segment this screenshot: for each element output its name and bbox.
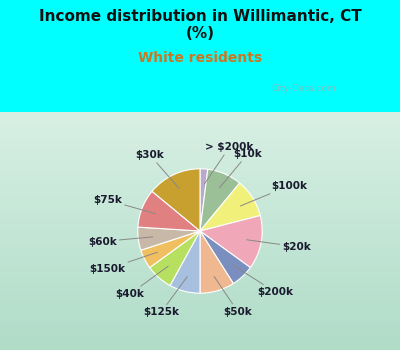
Wedge shape xyxy=(152,169,200,231)
Wedge shape xyxy=(200,231,250,284)
Wedge shape xyxy=(200,216,262,267)
Wedge shape xyxy=(170,231,200,293)
Text: > $200k: > $200k xyxy=(204,142,254,184)
Text: $100k: $100k xyxy=(240,181,307,206)
Text: Income distribution in Willimantic, CT
(%): Income distribution in Willimantic, CT (… xyxy=(39,9,361,41)
Text: White residents: White residents xyxy=(138,51,262,65)
Wedge shape xyxy=(200,169,208,231)
Wedge shape xyxy=(200,231,233,293)
Text: $200k: $200k xyxy=(233,265,294,297)
Text: $125k: $125k xyxy=(143,276,187,317)
Text: City-Data.com: City-Data.com xyxy=(272,84,337,93)
Wedge shape xyxy=(200,183,260,231)
Wedge shape xyxy=(200,169,240,231)
Wedge shape xyxy=(138,227,200,250)
Text: $60k: $60k xyxy=(88,237,153,246)
Wedge shape xyxy=(141,231,200,267)
Text: $50k: $50k xyxy=(214,276,252,317)
Wedge shape xyxy=(150,231,200,286)
Text: $30k: $30k xyxy=(136,150,179,188)
Text: $40k: $40k xyxy=(116,266,168,299)
Text: $10k: $10k xyxy=(220,149,262,188)
Text: $150k: $150k xyxy=(89,252,158,274)
Text: $20k: $20k xyxy=(247,240,311,252)
Wedge shape xyxy=(138,191,200,231)
Text: $75k: $75k xyxy=(93,195,156,214)
